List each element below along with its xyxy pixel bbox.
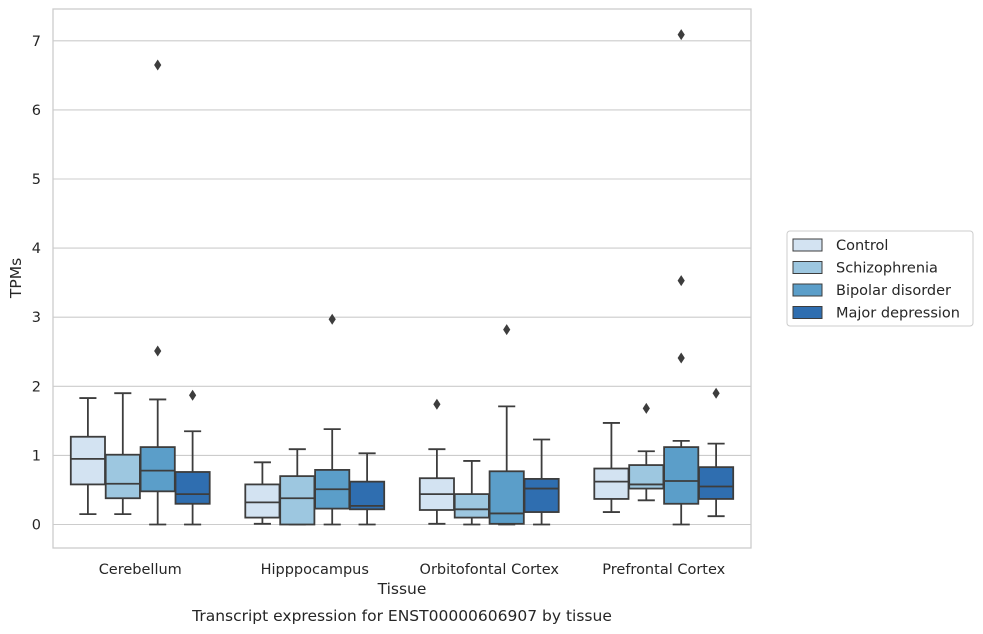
y-tick-label: 6 [32,103,41,119]
box-control [593,422,630,513]
box-control [418,398,455,525]
box-body [593,467,630,500]
legend-swatch [792,306,823,319]
y-tick-label: 1 [32,448,41,464]
box-bipolar-disorder [663,29,700,526]
y-axis-title: TPMs [7,258,25,299]
x-tick-label: Orbitofontal Cortex [420,562,560,578]
y-tick-label: 3 [32,310,41,326]
legend-label: Major depression [836,306,960,322]
y-tick-label: 2 [32,379,41,395]
box-body [488,470,525,525]
box-schizophrenia [628,402,665,502]
box-body [244,483,281,519]
box-bipolar-disorder [139,59,176,526]
box-major-depression [698,387,735,518]
box-schizophrenia [104,392,141,516]
box-body [69,435,106,486]
outlier-point [677,275,685,287]
box-body [174,471,211,505]
outlier-point [154,345,162,357]
legend-label: Bipolar disorder [836,283,951,299]
legend: Control Schizophrenia Bipolar disorder Majo… [786,230,974,327]
x-tick-label: Cerebellum [99,562,182,578]
box-schizophrenia [279,448,316,526]
box-body [453,493,490,519]
outlier-point [433,398,441,410]
box-bipolar-disorder [314,313,351,526]
box-schizophrenia [453,460,490,526]
box-body [279,475,316,526]
box-control [244,461,281,525]
legend-label: Control [836,238,888,254]
outlier-point [503,324,511,336]
legend-frame [786,230,974,327]
outlier-point [677,352,685,364]
y-tick-label: 0 [32,518,41,534]
box-series [69,29,735,526]
box-body [349,480,386,511]
x-tick-label: Prefrontal Cortex [602,562,725,578]
y-tick-label: 7 [32,34,41,50]
legend-swatch [792,261,823,274]
outlier-point [642,402,650,414]
outlier-point [189,389,197,401]
chart-caption: Transcript expression for ENST0000060690… [191,607,612,625]
outlier-point [712,387,720,399]
box-major-depression [523,438,560,526]
y-tick-label: 4 [32,241,41,257]
outlier-point [154,59,162,71]
box-body [523,477,560,513]
box-major-depression [174,389,211,526]
box-body [663,446,700,505]
legend-swatch [792,283,823,297]
box-control [69,397,106,516]
x-axis-title: Tissue [377,580,427,598]
legend-label: Schizophrenia [836,261,938,277]
outlier-point [677,29,685,41]
y-axis-ticks: 0 1 2 3 4 5 6 7 [32,34,41,534]
box-bipolar-disorder [488,324,525,526]
legend-swatch [792,238,823,252]
box-body [139,446,176,493]
x-tick-label: Hipppocampus [261,562,369,578]
box-body [104,453,141,500]
outlier-point [328,313,336,325]
box-major-depression [349,452,386,526]
y-tick-label: 5 [32,172,41,188]
plot-frame [52,8,752,549]
box-body [698,466,735,500]
x-axis-ticks: Cerebellum Hipppocampus Orbitofontal Corte… [99,562,726,578]
